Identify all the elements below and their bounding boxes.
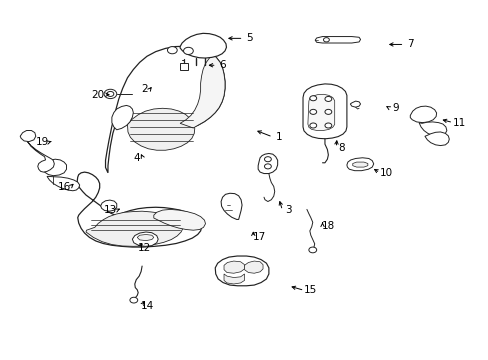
Circle shape [309, 96, 316, 101]
Polygon shape [349, 101, 360, 107]
Text: 2: 2 [141, 84, 147, 94]
Polygon shape [86, 211, 183, 246]
Text: 5: 5 [245, 33, 252, 43]
Text: 15: 15 [303, 285, 316, 296]
Polygon shape [101, 200, 117, 211]
Text: 11: 11 [451, 118, 465, 128]
Polygon shape [224, 274, 244, 284]
Circle shape [308, 247, 316, 253]
Polygon shape [127, 108, 194, 150]
Polygon shape [418, 122, 446, 136]
Text: 3: 3 [285, 206, 291, 216]
Polygon shape [409, 106, 436, 123]
Polygon shape [20, 131, 36, 141]
Polygon shape [424, 132, 448, 145]
Text: 16: 16 [58, 182, 71, 192]
Text: 12: 12 [138, 243, 151, 253]
Circle shape [309, 123, 316, 128]
Text: 9: 9 [391, 103, 398, 113]
Polygon shape [303, 84, 346, 139]
Polygon shape [215, 256, 268, 286]
Polygon shape [47, 176, 80, 191]
Circle shape [323, 38, 329, 42]
Polygon shape [352, 162, 367, 167]
Polygon shape [180, 63, 188, 69]
Text: 20: 20 [91, 90, 104, 100]
Circle shape [325, 96, 331, 102]
Text: 10: 10 [379, 168, 392, 178]
Text: 19: 19 [36, 138, 49, 147]
Polygon shape [137, 234, 154, 240]
Polygon shape [224, 261, 244, 273]
Polygon shape [315, 37, 360, 43]
Polygon shape [180, 33, 226, 58]
Circle shape [325, 109, 331, 114]
Circle shape [130, 297, 138, 303]
Polygon shape [105, 46, 224, 173]
Polygon shape [43, 159, 66, 176]
Text: 4: 4 [134, 153, 140, 163]
Polygon shape [258, 153, 277, 174]
Circle shape [264, 157, 271, 162]
Text: 13: 13 [103, 206, 117, 216]
Text: 14: 14 [140, 301, 153, 311]
Circle shape [183, 47, 193, 54]
Text: 6: 6 [219, 60, 225, 70]
Circle shape [104, 89, 117, 99]
Polygon shape [307, 94, 334, 131]
Text: 1: 1 [275, 132, 282, 142]
Circle shape [167, 46, 177, 54]
Circle shape [264, 164, 271, 169]
Polygon shape [154, 210, 205, 230]
Polygon shape [132, 232, 158, 246]
Text: 18: 18 [321, 221, 334, 231]
Polygon shape [112, 105, 133, 130]
Circle shape [309, 109, 316, 114]
Text: 17: 17 [252, 232, 265, 242]
Polygon shape [346, 158, 373, 171]
Polygon shape [244, 261, 263, 273]
Circle shape [107, 91, 114, 96]
Polygon shape [77, 172, 201, 247]
Polygon shape [221, 193, 242, 220]
Text: 8: 8 [338, 143, 345, 153]
Text: 7: 7 [406, 40, 413, 49]
Circle shape [325, 123, 331, 128]
Polygon shape [27, 141, 54, 172]
Polygon shape [180, 54, 224, 128]
